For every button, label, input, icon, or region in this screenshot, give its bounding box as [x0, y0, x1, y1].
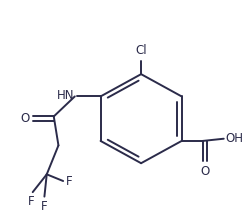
Text: F: F: [41, 200, 48, 213]
Text: OH: OH: [226, 132, 244, 145]
Text: Cl: Cl: [135, 44, 147, 58]
Text: O: O: [20, 112, 29, 125]
Text: F: F: [65, 174, 72, 187]
Text: F: F: [28, 196, 35, 209]
Text: O: O: [200, 165, 209, 178]
Text: HN: HN: [57, 89, 75, 102]
